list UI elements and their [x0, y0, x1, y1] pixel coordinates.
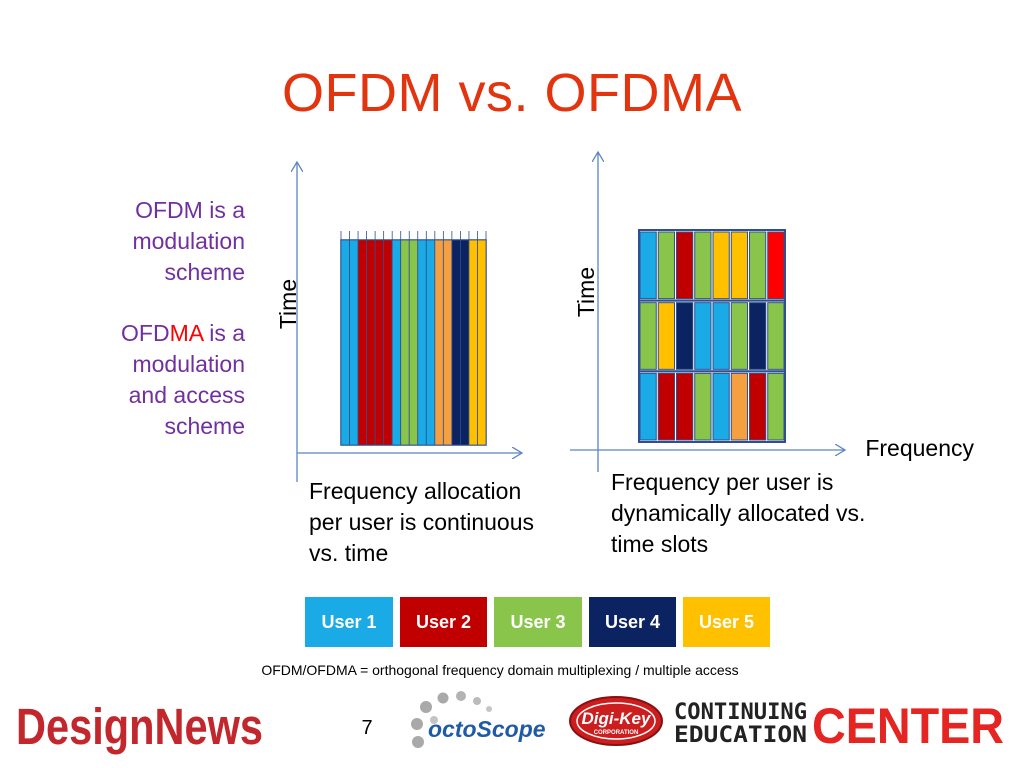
- legend-label: User 3: [510, 611, 566, 632]
- ofdm-caption-line: Frequency allocation: [309, 478, 522, 504]
- ofdm-time-label: Time: [275, 279, 301, 329]
- ofdm-subcarrier-bar: [340, 239, 350, 446]
- ofdma-resource-block: [657, 231, 675, 300]
- ofdma-resource-block: [767, 231, 785, 300]
- octoscope-logo: octoScope: [428, 716, 546, 742]
- ofdm-subcarrier-bar: [468, 239, 478, 446]
- ofdm-subcarrier-bar: [349, 239, 359, 446]
- ofdm-caption: Frequency allocation per user is continu…: [309, 476, 534, 569]
- ofdm-description: OFDM is a modulation scheme: [132, 195, 245, 288]
- ofdma-resource-block: [676, 302, 694, 370]
- ofdma-caption-line: Frequency per user is: [611, 469, 834, 495]
- ofdm-subcarriers: [340, 239, 487, 446]
- ofdma-time-label: Time: [573, 267, 599, 317]
- ofdm-caption-line: vs. time: [309, 540, 389, 566]
- ofdm-subcarrier-bar: [400, 239, 410, 446]
- ofdm-subcarrier-bar: [366, 239, 376, 446]
- ofdma-description-line: scheme: [164, 413, 245, 439]
- legend-user-3: User 3: [494, 597, 582, 647]
- legend-label: User 5: [698, 611, 755, 632]
- ofdm-subcarrier-bar: [357, 239, 367, 446]
- ofdm-caption-line: per user is continuous: [309, 509, 535, 535]
- digikey-sub: CORPORATION: [594, 730, 639, 736]
- footnote: OFDM/OFDMA = orthogonal frequency domain…: [261, 662, 739, 678]
- page-number: 7: [361, 717, 373, 739]
- ofdma-caption-line: dynamically allocated vs.: [611, 500, 866, 526]
- ofdma-resource-block: [712, 372, 730, 441]
- ofdma-suffix: is a: [202, 320, 245, 346]
- ofdm-description-line: modulation: [132, 228, 245, 254]
- ofdma-resource-block: [712, 231, 730, 300]
- ofdma-highlight: MA: [169, 320, 203, 346]
- ofdma-description-line: and access: [128, 382, 245, 408]
- ofdm-description-line: scheme: [164, 259, 245, 285]
- ofdm-subcarrier-bar: [374, 239, 385, 446]
- legend-user-5: User 5: [683, 597, 770, 647]
- legend-label: User 4: [604, 611, 661, 632]
- digikey-logo: Digi-Key: [582, 709, 653, 728]
- ofdma-description-line: OFDMA is a: [121, 318, 245, 349]
- legend-label: User 1: [321, 611, 377, 632]
- legend-user-2: User 2: [400, 597, 487, 647]
- ofdm-subcarrier-bar: [460, 239, 470, 446]
- octoscope-logo-icon: [411, 691, 492, 748]
- ofdma-resource-block: [749, 231, 767, 300]
- footer-logos: DesignNews octoScope Digi-Key CORPORATIO…: [16, 691, 1004, 755]
- cec-line-1: CONTINUING: [674, 700, 807, 725]
- ofdma-caption-line: time slots: [611, 531, 709, 557]
- ofdma-resource-block: [767, 372, 785, 441]
- legend-user-1: User 1: [305, 597, 393, 647]
- ofdm-subcarrier-bar: [477, 239, 487, 446]
- ofdm-subcarrier-bar: [442, 239, 453, 446]
- ofdma-resource-block: [657, 302, 675, 370]
- ofdm-description-line: OFDM is a: [135, 197, 245, 223]
- ofdma-resource-block: [676, 372, 694, 441]
- user-legend: User 1 User 2 User 3 User 4 User 5: [305, 597, 770, 647]
- legend-label: User 2: [415, 611, 472, 632]
- ofdma-resource-block: [694, 231, 712, 300]
- page-title: OFDM vs. OFDMA: [282, 63, 742, 123]
- ofdma-resource-block: [712, 302, 730, 370]
- cec-center: CENTER: [812, 698, 1004, 754]
- ofdma-resource-block: [639, 231, 657, 300]
- ofdma-resource-block: [749, 302, 767, 370]
- ofdma-resource-block: [694, 372, 712, 441]
- ofdma-description-line: modulation: [132, 351, 245, 377]
- ofdm-subcarrier-bar: [425, 239, 436, 446]
- digikey-logo-icon: [569, 696, 663, 746]
- ofdma-resource-block: [694, 302, 712, 370]
- ofdma-resource-block: [730, 231, 748, 300]
- ofdma-resource-block: [730, 302, 748, 370]
- ofdma-resource-grid: [638, 229, 786, 443]
- ofdma-resource-block: [657, 372, 675, 441]
- ofdma-caption: Frequency per user is dynamically alloca…: [611, 467, 865, 560]
- ofdm-subcarrier-bar: [383, 239, 393, 446]
- cec-line-2: EDUCATION: [674, 723, 807, 748]
- ofdma-resource-block: [676, 231, 694, 300]
- ofdma-resource-block: [639, 302, 657, 370]
- ofdma-resource-block: [730, 372, 748, 441]
- ofdma-frequency-label: Frequency: [865, 435, 974, 461]
- legend-user-4: User 4: [589, 597, 676, 647]
- ofdma-resource-block: [767, 302, 785, 370]
- ofdma-description: OFDMA is a modulation and access scheme: [121, 318, 245, 442]
- ofdm-subcarrier-bar: [408, 239, 419, 446]
- ofdm-ofdma-diagram: Time Time Frequency: [275, 0, 974, 482]
- ofdm-subcarrier-bar: [417, 239, 427, 446]
- ofdm-subcarrier-bar: [451, 239, 461, 446]
- ofdm-subcarrier-ticks: [340, 231, 487, 240]
- ofdma-prefix: OFD: [121, 320, 170, 346]
- ofdm-subcarrier-bar: [391, 239, 402, 446]
- ofdma-resource-block: [749, 372, 767, 441]
- ofdm-subcarrier-bar: [434, 239, 444, 446]
- ofdma-resource-block: [639, 372, 657, 441]
- designnews-logo: DesignNews: [16, 698, 263, 755]
